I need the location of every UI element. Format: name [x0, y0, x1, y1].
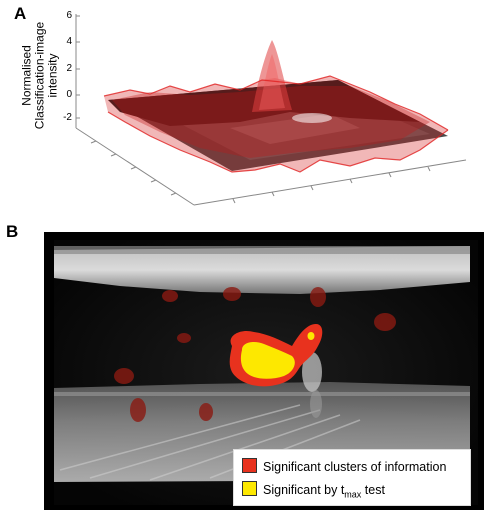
y-tick-label: 4: [66, 36, 72, 47]
surface-white-highlight: [292, 113, 332, 123]
legend-item-clusters: Significant clusters of information: [242, 458, 446, 474]
tmax-dot: [307, 332, 315, 340]
surface-edge-back: [103, 75, 449, 131]
legend: Significant clusters of information Sign…: [233, 449, 471, 506]
surface-red-inner: [112, 86, 430, 158]
panel-a-label: A: [14, 4, 27, 23]
ceiling-edge: [54, 246, 470, 254]
tmax-region: [240, 342, 295, 379]
surface-plot: [75, 14, 467, 206]
yellow-swatch: [242, 481, 257, 496]
y-tick-label: 6: [66, 10, 72, 21]
surface-peak-core: [259, 54, 285, 110]
surface-red-envelope: [104, 76, 448, 172]
z-axis-ticks: [76, 15, 80, 119]
y-tick-label: 2: [66, 63, 72, 74]
floor-edge: [54, 392, 470, 396]
surface-edge-front: [107, 111, 449, 173]
y-axis-floor-line: [193, 159, 467, 206]
surface-highlight: [230, 114, 360, 144]
person-legs: [310, 390, 322, 418]
y-tick-label: -2: [63, 112, 72, 123]
legend-item-tmax: Significant by tmax test: [242, 481, 385, 500]
minor-clusters: [114, 287, 396, 422]
person-figure: [302, 352, 322, 392]
floor-ticks: [90, 140, 431, 204]
y-tick-label: 0: [66, 89, 72, 100]
panel-b-label: B: [6, 222, 19, 241]
red-swatch: [242, 458, 257, 473]
ceiling-band: [54, 246, 470, 294]
surface-peak: [252, 40, 292, 112]
